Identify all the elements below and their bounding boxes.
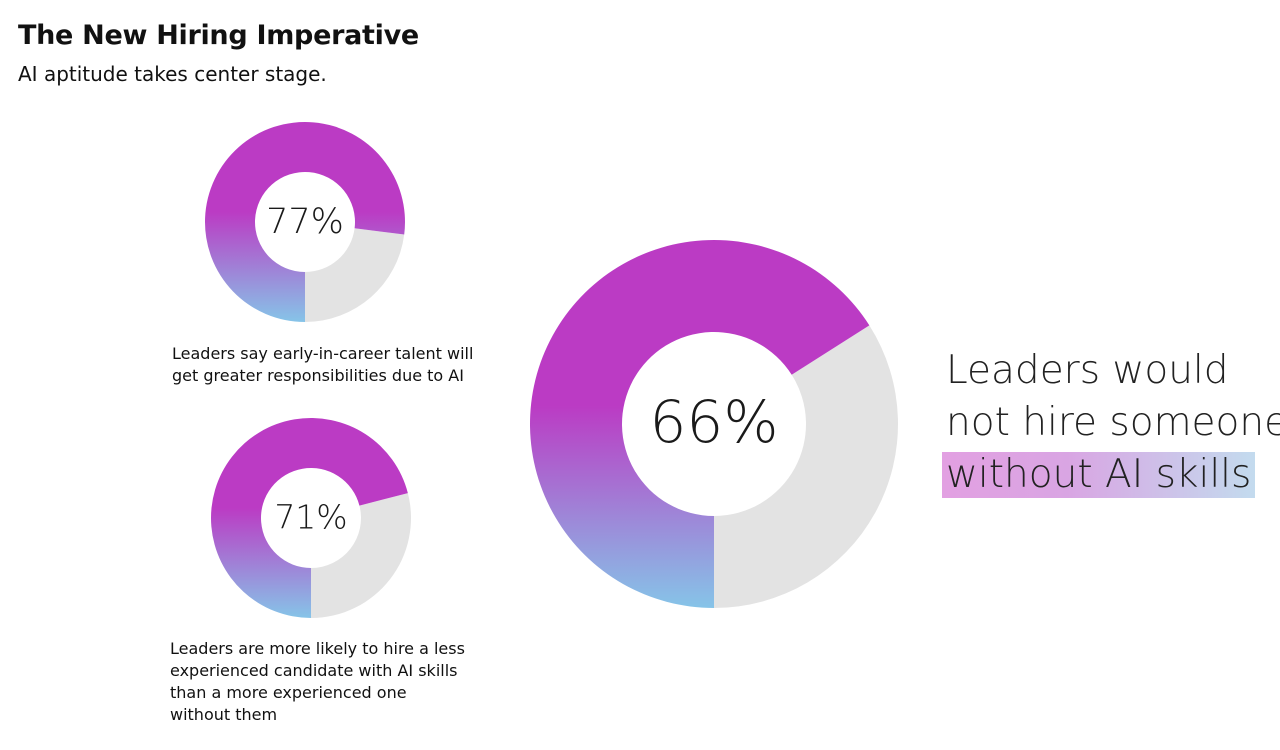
donut-remaining-segment xyxy=(714,325,898,608)
headline-line: Leaders would xyxy=(946,348,1229,393)
headline-statement: Leaders would not hire someone without A… xyxy=(942,345,1280,501)
donut-data-label: 71% xyxy=(274,498,347,537)
donut-value-segment xyxy=(530,240,870,609)
donut-value-segment xyxy=(204,122,405,323)
donut-remaining-segment xyxy=(305,228,405,322)
headline-line: not hire someone xyxy=(946,400,1280,445)
donut-value-segment xyxy=(211,418,408,618)
donut-caption-2: Leaders are more likely to hire a less e… xyxy=(170,639,465,724)
donut-data-label: 66% xyxy=(650,388,779,456)
page-subtitle: AI aptitude takes center stage. xyxy=(18,62,327,86)
donut-remaining-segment xyxy=(311,493,411,618)
page-title: The New Hiring Imperative xyxy=(18,20,419,51)
donut-data-label: 77% xyxy=(266,202,344,242)
donut-chart-66: 66% xyxy=(530,240,898,609)
headline-highlight: without AI skills xyxy=(942,452,1256,498)
donut-caption-1: Leaders say early-in-career talent will … xyxy=(172,344,474,385)
donut-chart-77: 77% xyxy=(204,122,405,323)
donut-chart-71: 71% xyxy=(211,418,411,618)
